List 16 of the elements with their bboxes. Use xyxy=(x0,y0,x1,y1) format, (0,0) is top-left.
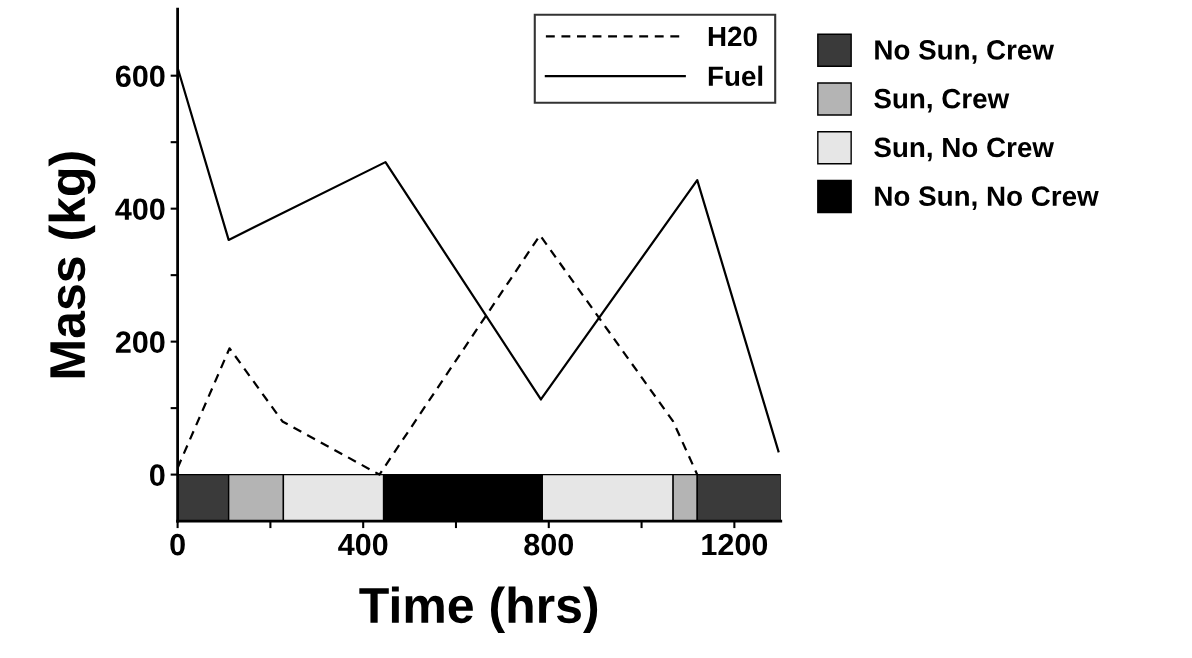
legend-label: H20 xyxy=(708,26,757,47)
y-tick-label: 0 xyxy=(150,464,165,486)
legend-label: No Sun, Crew xyxy=(875,40,1054,64)
legend-label: No Sun, No Crew xyxy=(875,186,1099,211)
legend-label: Sun, Crew xyxy=(874,88,1010,113)
y-tick-label: 400 xyxy=(115,198,165,221)
x-tick-label: 400 xyxy=(338,533,388,556)
x-tick-label: 0 xyxy=(170,533,185,556)
x-tick-label: 800 xyxy=(524,533,574,556)
x-axis-title: Time (hrs) xyxy=(359,586,598,634)
x-tick-label: 1200 xyxy=(702,533,768,556)
y-tick-label: 600 xyxy=(115,65,165,88)
legend-label: Fuel xyxy=(708,65,763,87)
legend-label: Sun, No Crew xyxy=(874,137,1054,162)
y-axis-title: Mass (kg) xyxy=(48,152,96,378)
y-tick-label: 200 xyxy=(115,331,165,353)
